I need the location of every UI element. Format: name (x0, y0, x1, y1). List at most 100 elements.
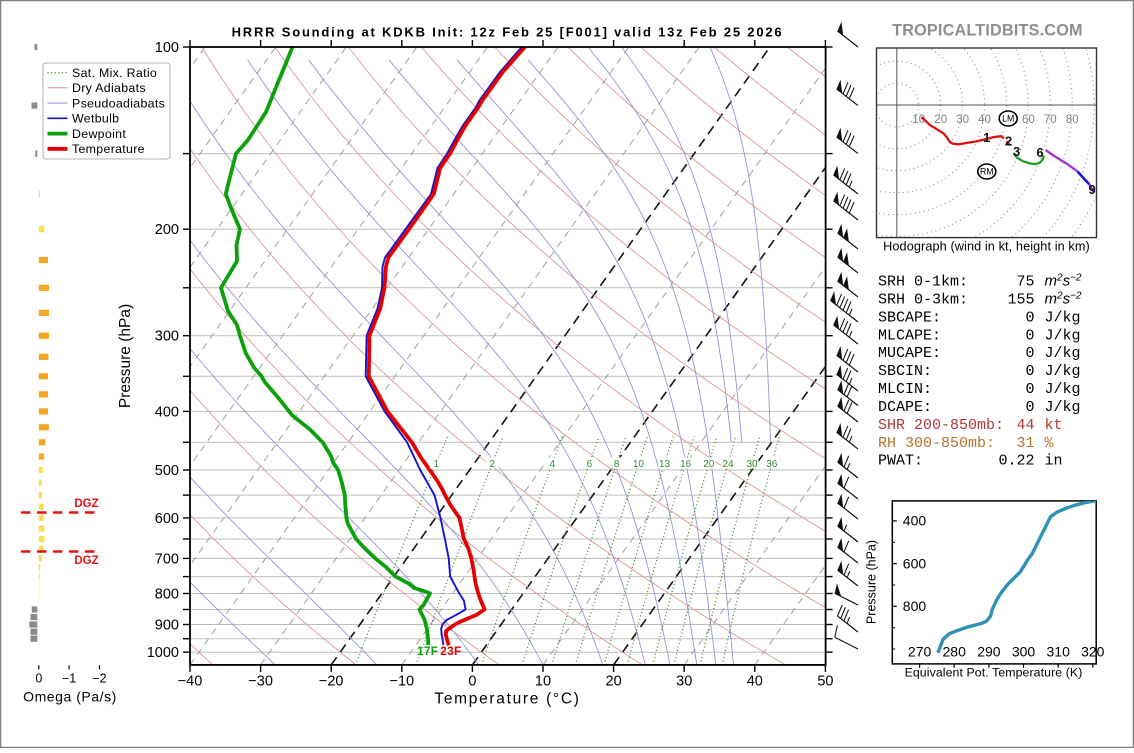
svg-text:J/kg: J/kg (1045, 345, 1081, 362)
svg-text:9: 9 (1088, 182, 1095, 197)
svg-text:0: 0 (1025, 309, 1034, 326)
svg-text:SBCAPE:: SBCAPE: (878, 309, 941, 326)
svg-text:J/kg: J/kg (1045, 309, 1081, 326)
svg-text:300: 300 (155, 329, 179, 345)
svg-text:J/kg: J/kg (1045, 363, 1081, 380)
svg-text:23F: 23F (440, 644, 461, 658)
svg-text:1: 1 (434, 459, 440, 470)
svg-text:MUCAPE:: MUCAPE: (878, 345, 941, 362)
svg-text:40: 40 (978, 114, 991, 126)
svg-text:Dry Adiabats: Dry Adiabats (72, 81, 146, 95)
svg-text:SBCIN:: SBCIN: (878, 363, 932, 380)
svg-text:6: 6 (587, 459, 593, 470)
svg-text:J/kg: J/kg (1045, 399, 1081, 416)
svg-text:2: 2 (1005, 133, 1012, 148)
svg-text:400: 400 (155, 404, 179, 420)
svg-text:44: 44 (1016, 417, 1034, 434)
svg-text:70: 70 (1044, 114, 1057, 126)
svg-text:900: 900 (155, 618, 179, 634)
svg-text:RH 300-850mb:: RH 300-850mb: (878, 435, 995, 452)
svg-text:TROPICALTIDBITS.COM: TROPICALTIDBITS.COM (892, 22, 1083, 40)
svg-text:−30: −30 (248, 674, 273, 690)
svg-text:31: 31 (1016, 435, 1034, 452)
svg-text:Sat. Mix. Ratio: Sat. Mix. Ratio (72, 66, 157, 80)
svg-text:400: 400 (903, 513, 927, 529)
svg-text:−2: −2 (92, 672, 106, 686)
svg-text:0.22: 0.22 (998, 453, 1034, 470)
svg-text:17F: 17F (417, 644, 438, 658)
svg-text:800: 800 (155, 587, 179, 603)
svg-text:kt: kt (1045, 417, 1063, 434)
svg-text:Temperature: Temperature (72, 142, 145, 156)
svg-text:0: 0 (35, 672, 42, 686)
svg-text:0: 0 (1025, 381, 1034, 398)
svg-text:20: 20 (606, 674, 622, 690)
svg-text:1: 1 (983, 130, 990, 145)
svg-text:HRRR Sounding at KDKB Init: 12: HRRR Sounding at KDKB Init: 12z Feb 25 [… (232, 25, 784, 40)
svg-text:0: 0 (1025, 345, 1034, 362)
svg-text:155: 155 (1007, 291, 1034, 308)
svg-text:2: 2 (490, 459, 496, 470)
svg-text:300: 300 (1012, 643, 1036, 659)
svg-text:Omega (Pa/s): Omega (Pa/s) (23, 689, 117, 705)
svg-text:30: 30 (676, 674, 692, 690)
svg-text:4: 4 (550, 459, 556, 470)
svg-text:0: 0 (468, 674, 476, 690)
svg-text:20: 20 (934, 114, 947, 126)
svg-text:100: 100 (155, 40, 179, 56)
svg-text:SRH 0-1km:: SRH 0-1km: (878, 274, 968, 291)
svg-text:LM: LM (1002, 114, 1014, 124)
svg-text:800: 800 (903, 598, 927, 614)
svg-text:290: 290 (977, 643, 1001, 659)
svg-text:−1: −1 (62, 672, 76, 686)
svg-text:DCAPE:: DCAPE: (878, 399, 932, 416)
svg-text:RM: RM (980, 167, 994, 177)
svg-text:Pressure (hPa): Pressure (hPa) (117, 304, 134, 408)
svg-text:PWAT:: PWAT: (878, 453, 923, 470)
svg-text:1000: 1000 (147, 645, 179, 661)
svg-text:40: 40 (747, 674, 763, 690)
svg-text:36: 36 (766, 459, 778, 470)
svg-text:SRH 0-3km:: SRH 0-3km: (878, 291, 968, 308)
svg-text:24: 24 (723, 459, 735, 470)
svg-text:SHR 200-850mb:: SHR 200-850mb: (878, 417, 1004, 434)
svg-text:80: 80 (1066, 114, 1079, 126)
svg-text:−10: −10 (389, 674, 414, 690)
svg-text:0: 0 (1025, 399, 1034, 416)
svg-text:MLCAPE:: MLCAPE: (878, 327, 941, 344)
svg-text:J/kg: J/kg (1045, 381, 1081, 398)
svg-text:30: 30 (746, 459, 758, 470)
svg-text:Dewpoint: Dewpoint (72, 127, 126, 141)
svg-text:270: 270 (908, 643, 932, 659)
svg-text:Hodograph (wind in kt, height: Hodograph (wind in kt, height in km) (883, 240, 1090, 254)
svg-text:16: 16 (680, 459, 692, 470)
svg-text:0: 0 (1025, 327, 1034, 344)
svg-text:280: 280 (943, 643, 967, 659)
svg-text:320: 320 (1081, 643, 1105, 659)
svg-text:600: 600 (155, 511, 179, 527)
svg-text:10: 10 (633, 459, 645, 470)
svg-text:10: 10 (535, 674, 551, 690)
svg-text:Pseudoadiabats: Pseudoadiabats (72, 96, 165, 110)
svg-text:−40: −40 (178, 674, 203, 690)
svg-text:700: 700 (155, 551, 179, 567)
svg-text:Pressure (hPa): Pressure (hPa) (865, 540, 879, 624)
svg-text:6: 6 (1036, 145, 1043, 160)
svg-text:13: 13 (659, 459, 671, 470)
svg-text:Equivalent Pot. Temperature (K: Equivalent Pot. Temperature (K) (905, 666, 1083, 680)
svg-text:MLCIN:: MLCIN: (878, 381, 932, 398)
svg-text:8: 8 (614, 459, 620, 470)
svg-text:Wetbulb: Wetbulb (72, 112, 119, 126)
svg-text:DGZ: DGZ (74, 555, 98, 567)
svg-text:3: 3 (1013, 144, 1020, 159)
svg-text:J/kg: J/kg (1045, 327, 1081, 344)
svg-text:20: 20 (703, 459, 715, 470)
svg-text:310: 310 (1047, 643, 1071, 659)
svg-text:%: % (1045, 435, 1055, 452)
svg-text:500: 500 (155, 463, 179, 479)
svg-text:−20: −20 (319, 674, 344, 690)
svg-text:600: 600 (903, 555, 927, 571)
svg-text:DGZ: DGZ (74, 498, 98, 510)
svg-text:in: in (1045, 453, 1063, 470)
svg-text:0: 0 (1025, 363, 1034, 380)
